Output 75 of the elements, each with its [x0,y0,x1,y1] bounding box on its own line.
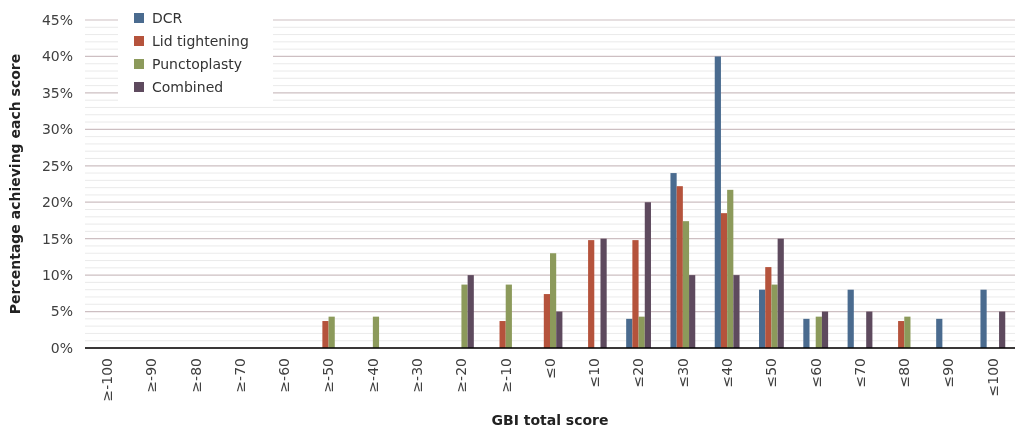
bar [803,318,810,348]
bar [999,311,1006,348]
y-tick-label: 10% [41,267,73,284]
bar [720,213,728,348]
x-tick-label: ≤40 [719,358,736,388]
bar [714,56,721,348]
legend-label: Combined [152,78,224,95]
bar [638,316,645,348]
bar [815,316,822,348]
bar [588,240,595,348]
y-tick-label: 35% [41,84,73,101]
bar [670,173,677,348]
bar [765,267,772,348]
y-tick-label: 40% [41,48,73,65]
y-tick-label: 20% [41,194,73,211]
bar [556,311,563,348]
bar [771,284,778,348]
bar [499,321,506,348]
x-tick-label: ≥-40 [364,358,381,393]
x-tick-label: ≤90 [940,358,957,388]
bar [644,202,651,348]
bar [898,321,905,348]
bar [980,289,987,348]
bar [322,321,329,348]
bar [821,311,829,348]
y-tick-label: 0% [50,339,73,356]
bar [626,318,633,348]
y-tick-label: 5% [50,303,73,320]
x-tick-label: ≥-30 [409,358,426,393]
bar [632,240,639,348]
legend-label: Lid tightening [152,32,249,49]
bar [550,253,557,348]
bar [759,289,766,348]
bar [689,275,696,348]
x-tick-label: ≤100 [984,358,1001,397]
bar [372,316,380,348]
y-tick-label: 25% [41,157,73,174]
x-tick-label: ≥-90 [143,358,160,393]
x-axis-title: GBI total score [491,412,609,428]
bar [600,238,607,348]
bar [727,189,734,348]
x-tick-label: ≤60 [807,358,824,388]
x-tick-label: ≥-60 [276,358,293,393]
bar [682,221,690,348]
x-tick-label: ≥-100 [99,358,116,402]
bar [467,275,474,348]
bar [777,238,784,348]
bar [866,311,873,348]
x-tick-label: ≤20 [630,358,647,388]
x-tick-label: ≥-10 [497,358,514,393]
bar [461,284,468,348]
x-tick-label: ≤0 [541,358,558,379]
bar [733,275,740,348]
y-tick-label: 45% [41,11,73,28]
bar [543,294,550,348]
bar [936,318,943,348]
x-tick-label: ≥-70 [231,358,248,393]
y-axis-title: Percentage achieving each score [7,53,23,315]
legend-label: Punctoplasty [152,55,243,72]
bar [847,289,854,348]
bar [904,316,911,348]
x-tick-label: ≤30 [674,358,691,388]
bar [328,316,335,348]
x-tick-label: ≥-80 [187,358,204,393]
bar [676,186,683,348]
x-tick-label: ≤50 [763,358,780,388]
y-tick-label: 30% [41,121,73,138]
x-tick-label: ≤10 [586,358,603,388]
x-tick-label: ≥-20 [453,358,470,393]
x-tick-label: ≥-50 [320,358,337,393]
x-tick-label: ≤80 [896,358,913,388]
legend-label: DCR [152,9,183,26]
y-tick-label: 15% [41,230,73,247]
x-tick-label: ≤70 [851,358,868,388]
bar [505,284,512,348]
